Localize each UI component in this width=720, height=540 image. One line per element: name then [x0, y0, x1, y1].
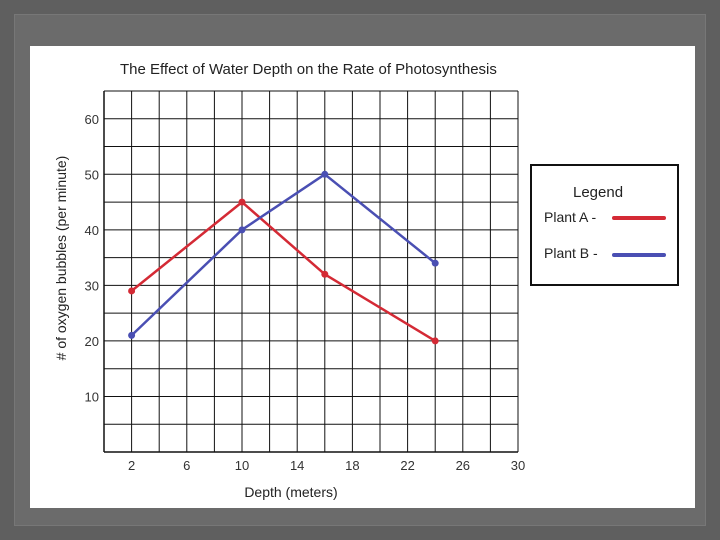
x-tick-label: 2	[128, 458, 135, 473]
y-tick-label: 40	[85, 223, 99, 238]
x-axis-label: Depth (meters)	[244, 484, 337, 500]
data-point-plant-b	[321, 170, 329, 178]
data-point-plant-a	[321, 270, 329, 278]
x-tick-label: 22	[400, 458, 414, 473]
y-tick-label: 20	[85, 334, 99, 349]
x-tick-label: 10	[235, 458, 249, 473]
y-tick-label: 50	[85, 167, 99, 182]
x-tick-label: 30	[511, 458, 525, 473]
data-point-plant-b	[431, 259, 439, 267]
y-axis-label: # of oxygen bubbles (per minute)	[53, 156, 69, 361]
x-tick-label: 26	[456, 458, 470, 473]
data-point-plant-b	[128, 331, 136, 339]
legend-label-plant-a: Plant A -	[544, 209, 596, 225]
x-tick-labels: 2 6 10 14 18 22 26 30	[128, 458, 525, 473]
legend-box	[530, 164, 679, 286]
series-line-plant-b	[130, 173, 436, 337]
data-point-plant-b	[238, 226, 246, 234]
x-tick-label: 18	[345, 458, 359, 473]
data-point-plant-a	[431, 337, 439, 345]
chart-title: The Effect of Water Depth on the Rate of…	[120, 61, 497, 78]
data-point-plant-a	[128, 287, 136, 295]
legend-label-plant-b: Plant B -	[544, 245, 598, 261]
data-point-plant-a	[238, 198, 246, 206]
x-tick-label: 14	[290, 458, 304, 473]
chart-grid	[103, 90, 519, 453]
series-line-plant-a	[130, 200, 436, 342]
series-group	[128, 170, 439, 345]
y-tick-label: 30	[85, 278, 99, 293]
legend: Legend Plant A - Plant B -	[530, 164, 679, 286]
legend-title: Legend	[573, 184, 623, 201]
y-tick-label: 10	[85, 389, 99, 404]
x-tick-label: 6	[183, 458, 190, 473]
y-tick-labels: 10 20 30 40 50 60	[85, 112, 99, 405]
y-tick-label: 60	[85, 112, 99, 127]
